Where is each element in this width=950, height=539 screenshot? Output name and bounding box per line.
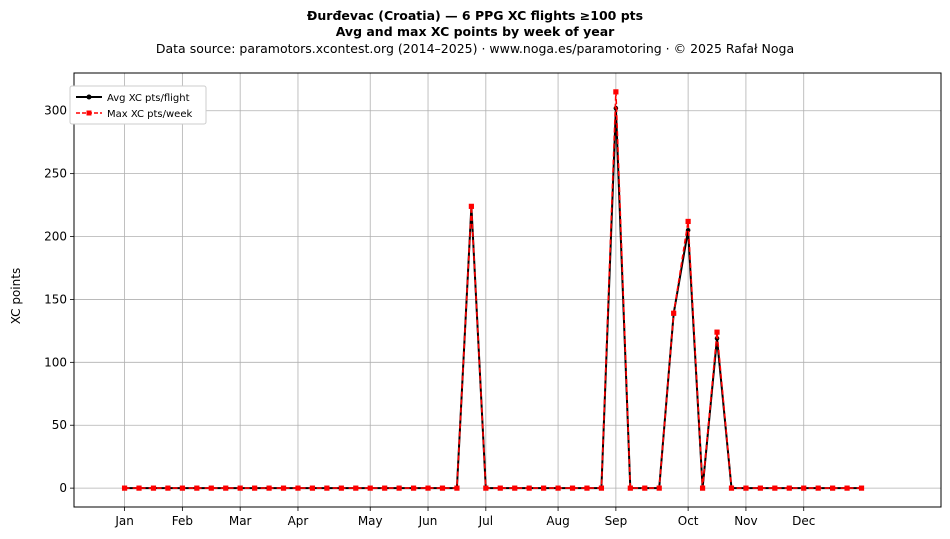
data-point-max — [353, 485, 359, 491]
data-point-max — [858, 485, 865, 491]
data-point-max — [121, 485, 128, 491]
x-tick-label: Feb — [172, 514, 193, 528]
data-point-max — [324, 485, 330, 491]
data-point-max — [252, 485, 258, 491]
axes: Jan Feb Mar Apr May Jun Jul Aug Sep Oct Nov Dec 0 50 1… — [44, 72, 942, 528]
data-point-max — [671, 310, 677, 316]
data-point-max — [714, 329, 720, 335]
data-point-max — [223, 485, 229, 491]
data-point-max — [728, 485, 735, 491]
data-point-max — [656, 485, 662, 491]
legend-marker-avg — [86, 94, 92, 100]
y-axis-label: XC points — [9, 268, 23, 324]
data-point-max — [743, 485, 749, 491]
data-point-max — [179, 485, 185, 491]
series-layer — [121, 89, 865, 491]
data-point-max — [425, 485, 431, 491]
data-point-max — [569, 485, 576, 491]
data-point-max — [295, 485, 301, 491]
data-point-max — [396, 485, 402, 491]
legend: Avg XC pts/flight Max XC pts/week — [69, 85, 207, 125]
data-point-max — [165, 485, 171, 491]
data-point-max — [439, 485, 446, 491]
x-tick-label: Oct — [678, 514, 699, 528]
data-point-max — [642, 485, 648, 491]
title-block: Đurđevac (Croatia) — 6 PPG XC flights ≥1… — [0, 8, 950, 58]
x-tick-label: Nov — [734, 514, 757, 528]
legend-marker-max — [86, 110, 92, 116]
data-point-max — [208, 485, 214, 491]
y-tick-label: 200 — [44, 230, 67, 244]
y-tick-label: 300 — [44, 104, 67, 118]
chart-title: Đurđevac (Croatia) — 6 PPG XC flights ≥1… — [306, 8, 644, 23]
legend-label-avg: Avg XC pts/flight — [107, 93, 190, 104]
y-tick-label: 100 — [44, 355, 67, 369]
chart-source-line: Data source: paramotors.xcontest.org (20… — [155, 41, 795, 56]
data-point-max — [309, 485, 316, 491]
data-point-max — [194, 485, 200, 491]
data-point-max — [280, 485, 287, 491]
x-tick-label: Dec — [792, 514, 815, 528]
data-point-max — [815, 485, 821, 491]
x-tick-label: May — [358, 514, 383, 528]
legend-box — [69, 85, 207, 125]
data-point-max — [266, 485, 272, 491]
x-tick-label: Mar — [229, 514, 252, 528]
x-tick-label: Jul — [478, 514, 493, 528]
data-point-max — [685, 218, 691, 225]
data-point-max — [497, 485, 503, 491]
data-point-max — [150, 485, 157, 491]
grid-lines — [74, 73, 941, 507]
data-point-max — [627, 485, 633, 491]
y-tick-label: 50 — [52, 418, 67, 432]
data-point-max — [613, 89, 619, 95]
data-point-max — [136, 485, 142, 491]
data-point-max — [830, 485, 836, 491]
data-point-max — [801, 485, 807, 491]
data-point-max — [541, 485, 547, 491]
x-tick-label: Sep — [605, 514, 628, 528]
y-tick-label: 250 — [44, 167, 67, 181]
data-point-max — [338, 485, 344, 491]
data-point-max — [772, 485, 778, 491]
data-point-max — [512, 485, 518, 491]
data-point-max — [468, 203, 474, 209]
legend-label-max: Max XC pts/week — [107, 109, 192, 120]
data-point-max — [555, 485, 561, 491]
x-tick-label: Aug — [546, 514, 569, 528]
series-line-avg — [124, 107, 862, 490]
x-tick-label: Jan — [114, 514, 134, 528]
data-point-max — [410, 485, 417, 491]
data-point-max — [237, 485, 243, 491]
data-point-max — [584, 485, 590, 491]
data-point-max — [382, 485, 388, 491]
data-point-max — [526, 485, 532, 491]
data-point-max — [367, 485, 373, 491]
chart-subtitle: Avg and max XC points by week of year — [335, 24, 615, 39]
series-line-max — [124, 91, 862, 489]
data-point-max — [454, 485, 460, 491]
x-tick-label: Apr — [288, 514, 309, 528]
plot-frame — [73, 72, 942, 508]
y-tick-label: 0 — [59, 481, 67, 495]
data-point-max — [786, 485, 792, 491]
y-tick-label: 150 — [44, 292, 67, 306]
data-point-max — [598, 485, 605, 491]
data-point-max — [757, 485, 763, 491]
x-tick-label: Jun — [418, 514, 438, 528]
data-point-max — [844, 485, 850, 491]
data-point-max — [699, 485, 706, 491]
data-point-max — [483, 485, 489, 491]
